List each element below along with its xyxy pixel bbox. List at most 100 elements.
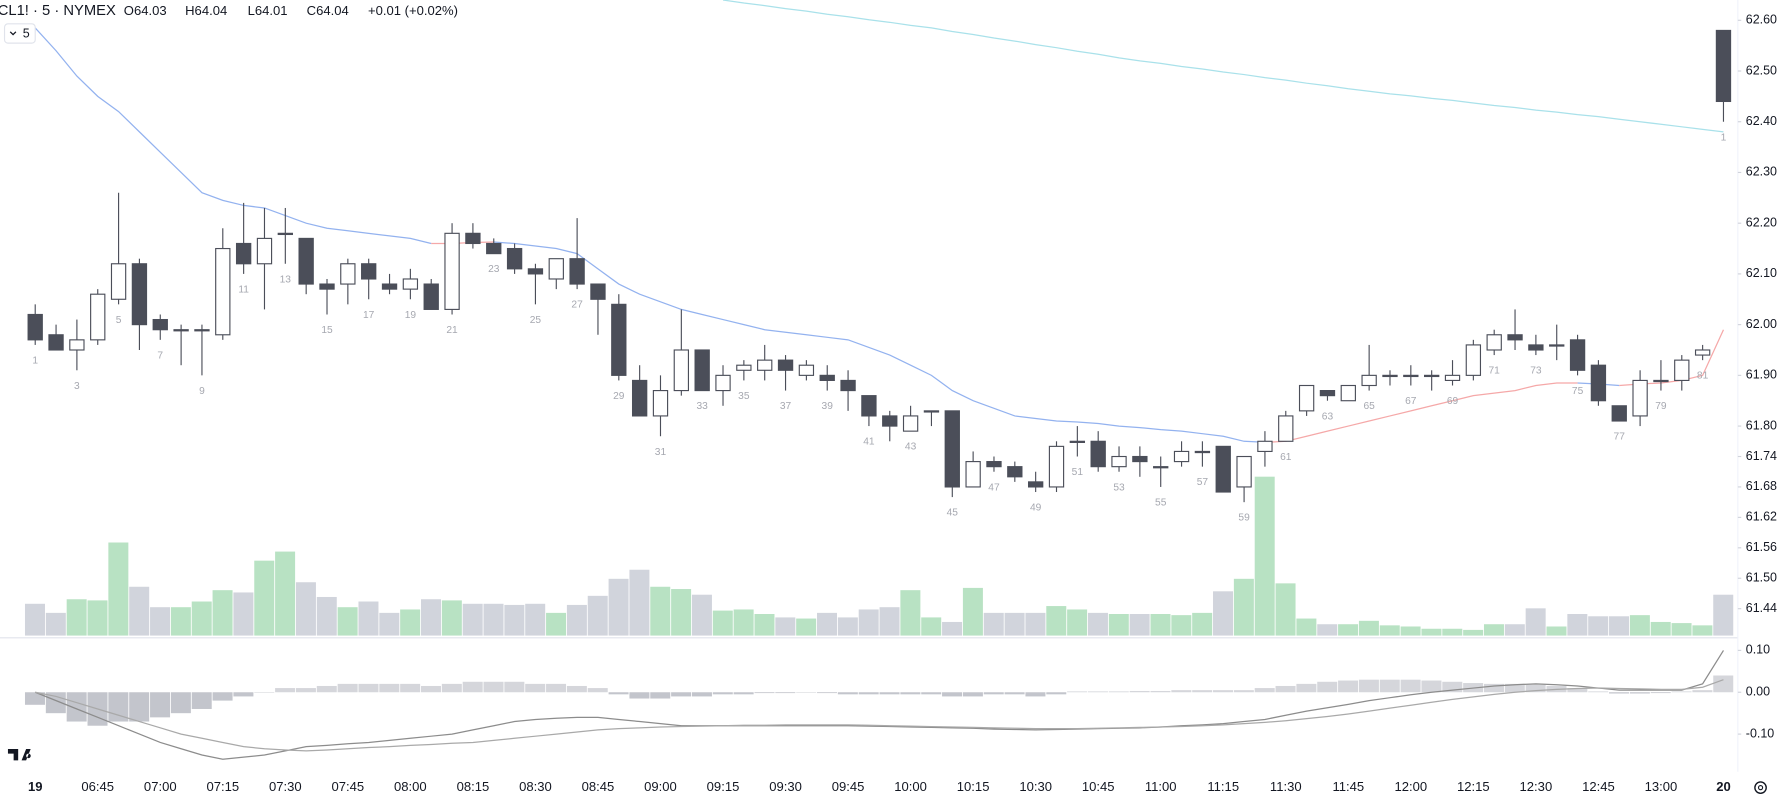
candle-body [1507,334,1523,341]
gear-icon[interactable] [1754,781,1767,795]
bar-number: 15 [321,325,333,336]
candle-body [1382,374,1398,378]
gear-center [1757,785,1764,791]
histogram-bar [1108,691,1129,693]
bar-number: 79 [1655,401,1667,412]
histogram-bar [170,692,191,714]
bar-number: 67 [1405,396,1417,407]
y-tick-label: 62.00 [1746,317,1777,331]
candle-body [1048,445,1065,488]
volume-bar [900,590,921,636]
histogram-bar [1442,681,1463,693]
histogram-bar [1067,691,1088,693]
volume-bar [691,594,712,636]
candle-body [1319,390,1336,397]
volume-bar [1046,606,1067,636]
candle-body [173,329,189,332]
volume-bar [170,607,191,636]
histogram-bar [942,692,963,697]
x-tick-label: 08:15 [457,779,490,794]
settings-button[interactable] [1754,781,1767,795]
x-tick-label: 10:30 [1019,779,1052,794]
histogram-bar [66,692,87,722]
candle-body [1215,445,1231,493]
candle-body [1694,349,1711,356]
histogram-bar [275,688,296,693]
bar-number: 37 [780,401,792,412]
candle-body [319,283,335,290]
candle-body [1424,374,1440,378]
tradingview-logo[interactable] [7,749,31,761]
volume-bar [24,603,45,636]
histogram-bar [1567,688,1588,693]
ohlc-low: L64.01 [248,3,288,18]
bar-number: 63 [1322,411,1334,422]
collapse-button[interactable]: 5 [3,23,36,44]
volume-bar [420,599,441,636]
candle-body [1632,379,1648,417]
candle-body [402,278,419,290]
histogram-bar [1483,683,1504,693]
indicator-line [1264,382,1578,443]
candle-body [381,283,398,290]
volume-bar [233,592,254,636]
x-tick-label: 09:45 [832,779,865,794]
x-tick-label: 07:30 [269,779,302,794]
candle-body [1090,440,1106,468]
volume-bar [337,607,358,636]
volume-bar [942,621,963,636]
candle-body [1549,344,1565,347]
volume-bar [504,604,525,636]
volume-bar [1546,626,1567,636]
volume-bar [1025,612,1046,636]
histogram-bar [150,692,171,718]
logo-icon[interactable] [7,749,31,761]
volume-bar [191,601,212,636]
volume-bar [566,604,587,636]
histogram-bar [962,692,983,697]
candle-body [48,334,64,351]
x-tick-label: 19 [28,779,43,794]
ohlc-change: +0.01 (+0.02%) [368,3,458,18]
histogram-bar [295,688,316,693]
volume-bar [608,578,629,636]
bar-number: 43 [905,442,917,453]
candle-body [1569,339,1586,371]
volume-bar [1609,616,1630,636]
candle-body [611,303,627,376]
histogram-bar [462,681,483,693]
bar-number: 53 [1113,482,1125,493]
histogram-bar [650,692,671,699]
histogram-bar [1713,675,1734,693]
bar-number: 7 [157,350,163,361]
volume-bar [1296,618,1317,636]
volume-bar [1400,626,1421,636]
y-tick-label: 0.00 [1746,685,1770,699]
volume-bar [108,542,129,636]
histogram-bar [879,692,900,695]
bar-number: 75 [1572,386,1584,397]
candle-body [1278,415,1294,442]
x-tick-label: 06:45 [81,779,114,794]
x-tick-label: 11:15 [1207,779,1239,794]
bar-number: 13 [280,274,292,285]
bar-number: 39 [822,401,834,412]
bar-number: 69 [1447,396,1459,407]
volume-bar [983,612,1004,636]
histogram-bar [775,692,796,694]
volume-bar [733,609,754,636]
candle-body [131,263,148,326]
volume-bar [1713,594,1734,636]
bar-number: 35 [738,391,750,402]
x-tick-label: 08:30 [519,779,552,794]
histogram-bar [858,692,879,695]
candle-body [1674,359,1690,381]
bar-number: 25 [530,315,542,326]
y-tick-label: 62.10 [1746,266,1777,280]
candle-body [1153,466,1169,469]
candle-body [465,232,481,245]
candle-body [1194,450,1211,454]
histogram-bar [233,692,254,697]
collapse-box[interactable] [3,23,36,44]
